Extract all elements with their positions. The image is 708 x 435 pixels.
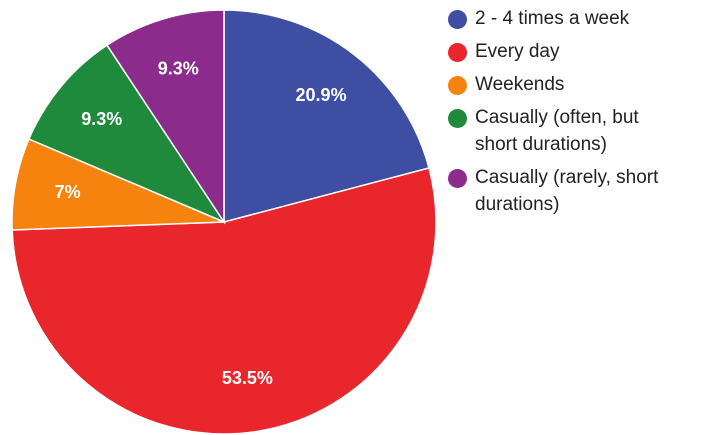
slice xyxy=(106,9,225,225)
data-label: 20.9% xyxy=(296,85,347,105)
data-label: 9.3% xyxy=(158,58,199,78)
legend-item: Casually (rarely, short durations) xyxy=(448,167,706,218)
legend-swatch xyxy=(448,43,467,62)
data-label: 7% xyxy=(55,182,81,202)
legend-swatch xyxy=(448,169,467,188)
legend-label: Every day xyxy=(475,41,560,62)
slice xyxy=(223,9,430,223)
legend-label: Casually (rarely, short durations) xyxy=(475,167,659,215)
legend-item: Weekends xyxy=(448,74,706,98)
data-label: 53.5% xyxy=(222,368,273,388)
data-label: 9.3% xyxy=(81,109,122,129)
slice xyxy=(27,44,227,224)
legend-item: 2 - 4 times a week xyxy=(448,8,706,32)
legend-swatch xyxy=(448,10,467,29)
legend-label: Casually (often, but short durations) xyxy=(475,107,639,155)
legend-item: Casually (often, but short durations) xyxy=(448,107,706,158)
legend-swatch xyxy=(448,109,467,128)
legend: 2 - 4 times a week Every day Weekends Casua… xyxy=(448,8,706,227)
legend-label: 2 - 4 times a week xyxy=(475,8,630,29)
legend-swatch xyxy=(448,76,467,95)
legend-item: Every day xyxy=(448,41,706,65)
slice xyxy=(11,167,437,435)
legend-label: Weekends xyxy=(475,74,565,95)
pie: 20.9% 53.5% 7% 9.3% 9.3% xyxy=(11,9,437,435)
